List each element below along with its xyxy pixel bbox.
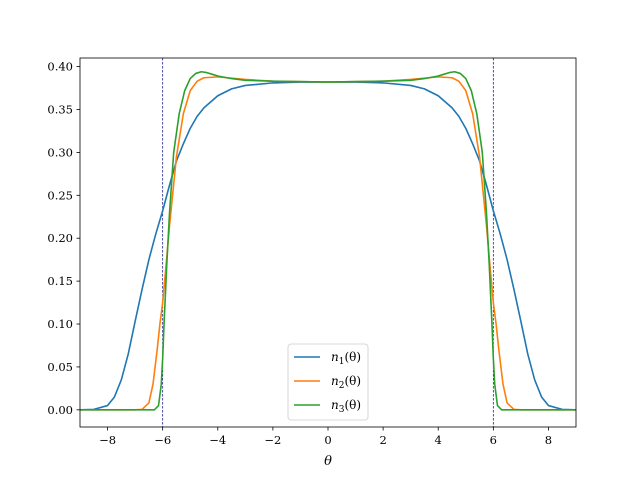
x-tick-label: 6: [490, 433, 497, 447]
x-axis-ticks: −8 −6 −4 −2 0 2 4 6 8: [99, 427, 552, 447]
x-tick-label: −6: [154, 433, 171, 447]
series-lines: [80, 70, 576, 411]
legend-entry-label: n3(θ): [331, 398, 361, 415]
y-tick-label: 0.35: [47, 102, 73, 116]
x-tick-label: 8: [545, 433, 552, 447]
y-tick-label: 0.15: [47, 274, 73, 288]
x-tick-label: −4: [209, 433, 226, 447]
x-tick-label: −8: [99, 433, 116, 447]
y-tick-label: 0.00: [47, 403, 73, 417]
reference-lines: [162, 58, 494, 427]
legend-entry-label: n2(θ): [331, 374, 361, 391]
x-tick-label: 2: [379, 433, 386, 447]
legend: n1(θ) n2(θ) n3(θ): [287, 343, 369, 421]
y-tick-label: 0.30: [47, 145, 73, 159]
series-line-3: [80, 70, 576, 411]
legend-entry-label: n1(θ): [331, 350, 361, 367]
x-tick-label: 4: [435, 433, 442, 447]
x-tick-label: −2: [264, 433, 281, 447]
y-tick-label: 0.10: [47, 317, 73, 331]
y-tick-label: 0.25: [47, 188, 73, 202]
y-axis-ticks: 0.00 0.05 0.10 0.15 0.20 0.25 0.30 0.35 0.40: [47, 60, 80, 417]
x-axis-label: θ: [324, 454, 332, 469]
legend-box: [287, 343, 369, 421]
y-tick-label: 0.40: [47, 60, 73, 74]
x-tick-label: 0: [324, 433, 331, 447]
y-tick-label: 0.20: [47, 231, 73, 245]
y-tick-label: 0.05: [47, 360, 73, 374]
